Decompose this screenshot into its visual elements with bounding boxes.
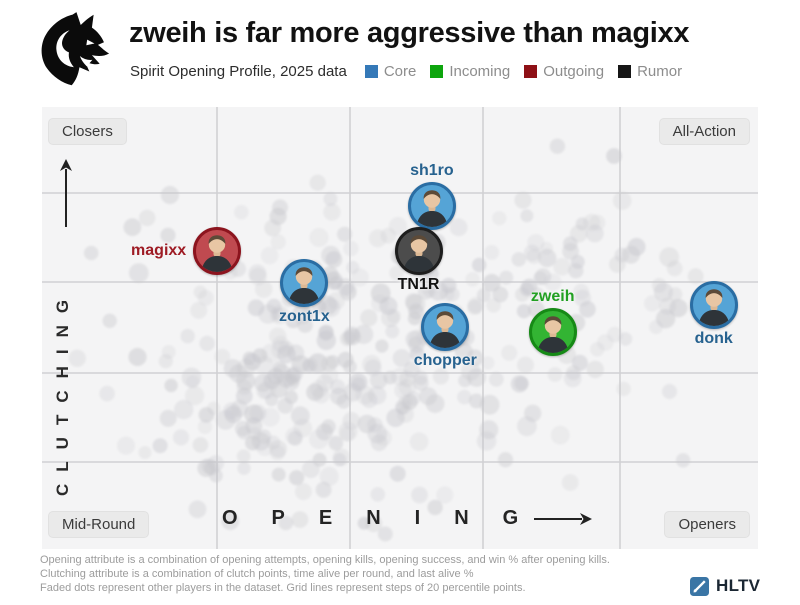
other-players-density-dots <box>68 138 704 542</box>
legend-label: Rumor <box>637 63 683 80</box>
legend-label: Outgoing <box>543 63 605 80</box>
subtitle-row: Spirit Opening Profile, 2025 data Core I… <box>130 63 682 80</box>
team-spirit-logo-icon <box>41 12 110 86</box>
legend-label: Core <box>383 63 417 80</box>
opening-axis-label: OPENING <box>222 507 553 529</box>
player-zont1x: zont1x <box>279 258 330 325</box>
outgoing-color-swatch <box>524 65 538 78</box>
player-avatar <box>407 182 456 231</box>
footnote-line: Clutching attribute is a combination of … <box>40 568 474 580</box>
page-title: zweih is far more aggressive than magixx <box>129 17 690 49</box>
player-avatar <box>528 307 577 356</box>
scatter-plot-area: Closers All-Action Mid-Round Openers CLU… <box>42 107 758 549</box>
player-chopper: chopper <box>414 303 477 369</box>
legend-item-core: Core <box>364 63 417 80</box>
player-zweih: zweih <box>528 288 577 356</box>
grid-and-density-dots <box>42 107 758 549</box>
player-label: chopper <box>413 352 477 370</box>
legend-label: Incoming <box>449 63 511 80</box>
core-color-swatch <box>364 65 378 78</box>
footnote-line: Opening attribute is a combination of op… <box>40 554 610 566</box>
rumor-color-swatch <box>618 65 632 78</box>
quadrant-label-closers: Closers <box>48 118 127 145</box>
player-label: sh1ro <box>410 162 454 180</box>
clutching-axis-label: CLUTCHING <box>53 287 72 496</box>
player-tn1r: TN1R <box>394 227 443 293</box>
legend-item-incoming: Incoming <box>430 63 510 80</box>
player-avatar <box>421 303 470 352</box>
player-avatar <box>280 258 329 307</box>
player-avatar <box>394 227 443 276</box>
player-label: zweih <box>530 287 575 305</box>
incoming-color-swatch <box>430 65 444 78</box>
opening-axis: OPENING <box>222 507 593 530</box>
player-label: TN1R <box>397 276 440 294</box>
player-label: donk <box>694 330 733 347</box>
clutching-axis-arrow-icon <box>60 159 72 227</box>
legend: Core Incoming Outgoing Rumor <box>364 63 682 80</box>
footnote-line: Faded dots represent other players in th… <box>40 582 526 594</box>
quadrant-label-openers: Openers <box>664 511 750 538</box>
chart-subtitle: Spirit Opening Profile, 2025 data <box>130 63 347 80</box>
opening-axis-arrow-icon <box>534 512 593 525</box>
player-sh1ro: sh1ro <box>407 162 456 231</box>
quadrant-label-mid-round: Mid-Round <box>48 511 150 538</box>
hltv-logo-icon <box>690 576 709 596</box>
player-avatar <box>689 281 738 329</box>
player-avatar <box>193 227 242 276</box>
hltv-wordmark: HLTV <box>716 576 761 595</box>
legend-item-rumor: Rumor <box>618 63 682 80</box>
player-label: zont1x <box>279 307 330 325</box>
player-donk: donk <box>689 281 738 347</box>
methodology-footnote: Opening attribute is a combination of op… <box>40 553 640 595</box>
player-label: magixx <box>131 242 187 260</box>
quadrant-label-all-action: All-Action <box>658 118 750 145</box>
player-magixx: magixx <box>131 227 242 276</box>
legend-item-outgoing: Outgoing <box>524 63 604 80</box>
hltv-brand: HLTV <box>690 576 760 596</box>
